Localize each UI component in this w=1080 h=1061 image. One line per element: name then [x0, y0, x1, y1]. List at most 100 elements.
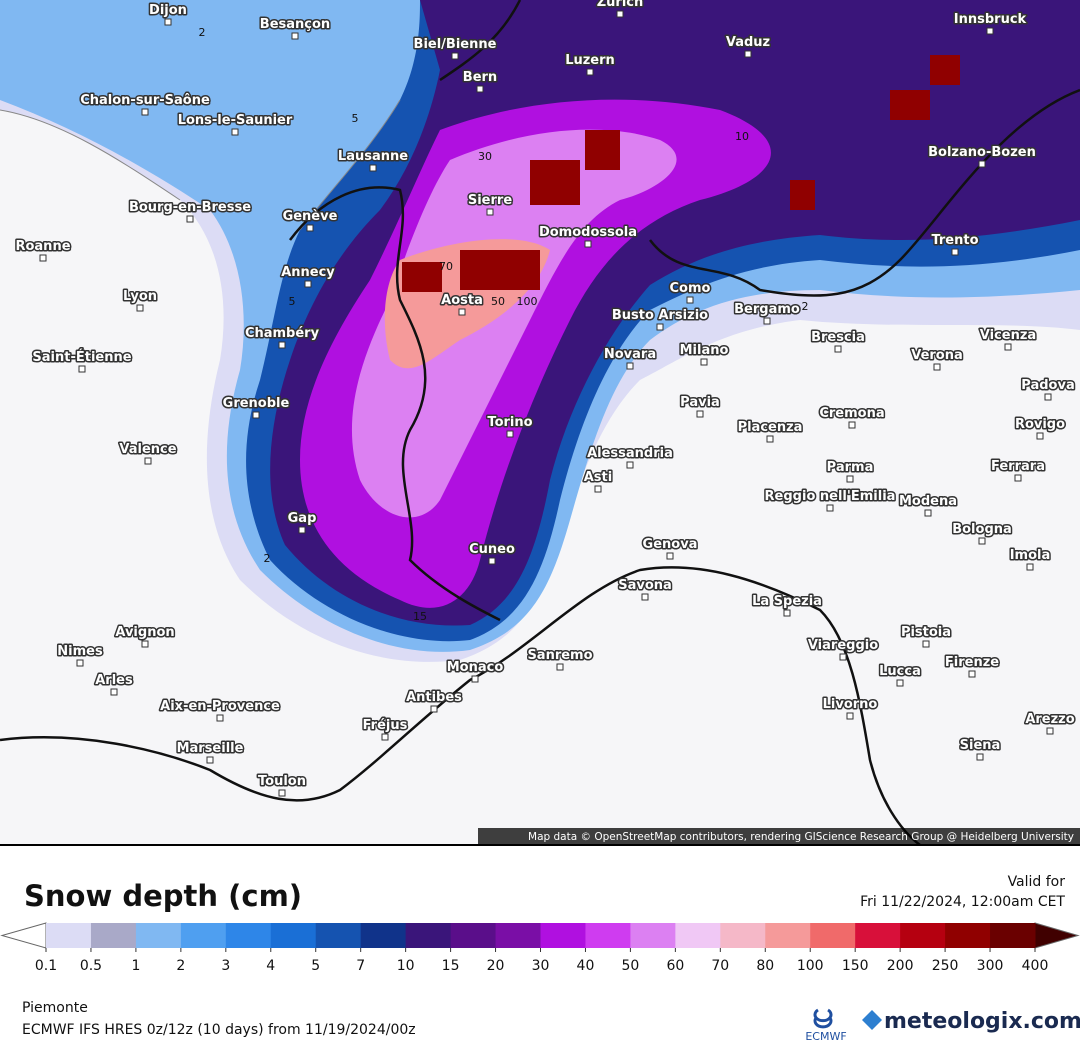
city-label: Siena	[960, 738, 1001, 753]
legend-level: 300	[977, 958, 1004, 974]
city-dot	[451, 52, 459, 60]
legend-level: 2	[176, 958, 185, 974]
city-dot	[656, 323, 664, 331]
city-label: Sanremo	[527, 648, 592, 663]
city-label: Sierre	[468, 193, 512, 208]
city-dot	[783, 609, 791, 617]
city-label: Luzern	[565, 53, 615, 68]
city-label: Genève	[283, 209, 338, 224]
city-label: Biel/Bienne	[414, 37, 497, 52]
contour-label: 70	[439, 260, 453, 273]
city-label: Modena	[899, 494, 957, 509]
city-dot	[586, 68, 594, 76]
city-dot	[766, 435, 774, 443]
brand-icon	[862, 1010, 882, 1030]
city-label: Cuneo	[469, 542, 515, 557]
legend-swatch	[810, 923, 856, 948]
city-label: Nimes	[57, 644, 103, 659]
city-label: Monaco	[447, 660, 504, 675]
city-dot	[164, 18, 172, 26]
city-label: Marseille	[177, 741, 244, 756]
legend-swatch	[765, 923, 811, 948]
contour-label: 2	[199, 26, 206, 39]
city-dot	[978, 537, 986, 545]
city-label: Busto Arsizio	[612, 308, 708, 323]
model-info: ECMWF IFS HRES 0z/12z (10 days) from 11/…	[22, 1022, 416, 1038]
city-label: Trento	[931, 233, 978, 248]
city-label: Pistoia	[901, 625, 951, 640]
city-label: Reggio nell'Emilia	[765, 489, 896, 504]
legend-level: 0.5	[80, 958, 102, 974]
city-dot	[76, 659, 84, 667]
city-label: Rovigo	[1015, 417, 1065, 432]
legend-level: 60	[666, 958, 684, 974]
brand: meteologix.com	[884, 1009, 1080, 1034]
city-dot	[848, 421, 856, 429]
legend-swatch	[360, 923, 407, 948]
city-dot	[486, 208, 494, 216]
city-dot	[986, 27, 994, 35]
city-label: Lucca	[879, 664, 921, 679]
ecmwf-logo: ECMWF	[805, 1030, 846, 1043]
contour-label: 2	[264, 552, 271, 565]
city-dot	[744, 50, 752, 58]
legend-over	[1034, 922, 1080, 949]
city-label: Verona	[911, 348, 963, 363]
city-label: Chalon-sur-Saône	[80, 93, 210, 108]
legend-swatch	[630, 923, 676, 948]
legend-level: 3	[221, 958, 230, 974]
city-dot	[951, 248, 959, 256]
legend-swatch	[450, 923, 497, 948]
contour-label: 15	[413, 610, 427, 623]
legend-swatch	[720, 923, 766, 948]
city-dot	[834, 345, 842, 353]
city-dot	[584, 240, 592, 248]
legend-swatch	[945, 923, 991, 948]
city-dot	[144, 457, 152, 465]
city-label: Brescia	[811, 330, 865, 345]
city-label: Padova	[1021, 378, 1074, 393]
legend-swatch	[270, 923, 317, 948]
city-dot	[488, 557, 496, 565]
city-label: Bologna	[952, 522, 1012, 537]
legend-under	[0, 922, 47, 949]
legend-swatch	[135, 923, 182, 948]
city-dot	[136, 304, 144, 312]
city-dot	[839, 653, 847, 661]
city-dot	[1046, 727, 1054, 735]
contour-label: 100	[517, 295, 538, 308]
city-label: Genova	[643, 537, 698, 552]
city-dot	[110, 688, 118, 696]
city-label: Besançon	[260, 17, 330, 32]
legend-level: 150	[842, 958, 869, 974]
city-label: Saint-Étienne	[32, 349, 131, 365]
city-label: Arezzo	[1025, 712, 1074, 727]
legend-level: 100	[797, 958, 824, 974]
city-dot	[696, 410, 704, 418]
city-label: Ferrara	[991, 459, 1045, 474]
city-dot	[1026, 563, 1034, 571]
legend-level: 5	[311, 958, 320, 974]
city-label: Firenze	[945, 655, 999, 670]
city-dot	[252, 411, 260, 419]
city-dot	[78, 365, 86, 373]
city-label: Milano	[680, 343, 729, 358]
city-dot	[369, 164, 377, 172]
city-dot	[641, 593, 649, 601]
city-dot	[430, 705, 438, 713]
city-dot	[291, 32, 299, 40]
ecmwf-icon	[813, 1008, 833, 1029]
national-border	[289, 0, 1080, 622]
legend-level: 15	[442, 958, 460, 974]
city-label: Vicenza	[980, 328, 1036, 343]
city-dot	[506, 430, 514, 438]
legend-level: 30	[532, 958, 550, 974]
attribution-box	[478, 828, 1080, 845]
city-dot	[304, 280, 312, 288]
legend-level: 1	[131, 958, 140, 974]
contour-label: 50	[491, 295, 505, 308]
city-label: Roanne	[15, 239, 70, 254]
city-dot	[278, 789, 286, 797]
